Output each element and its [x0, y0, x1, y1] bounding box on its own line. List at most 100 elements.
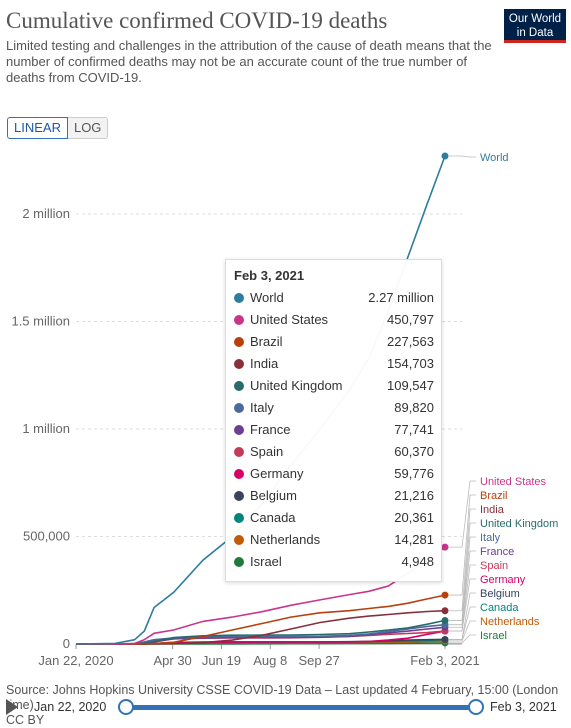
tooltip-dot-netherlands: [234, 535, 244, 545]
timeline-start-label: Jan 22, 2020: [34, 700, 107, 714]
tooltip-dot-india: [234, 359, 244, 369]
chart-subtitle: Limited testing and challenges in the at…: [6, 38, 492, 85]
tooltip-value-canada: 20,361: [394, 510, 434, 525]
scale-toggle: LINEAR LOG: [7, 117, 109, 139]
y-tick-label-0: 0: [63, 636, 70, 651]
series-end-dot-united-kingdom: [441, 616, 449, 624]
tooltip-row-india: India 154,703: [234, 354, 434, 374]
logo-line-1: Our World: [508, 13, 562, 25]
x-tick-label-1: Apr 30: [153, 653, 191, 668]
tooltip: Feb 3, 2021 World 2.27 million United Stat…: [225, 259, 442, 582]
linear-button[interactable]: LINEAR: [7, 117, 68, 139]
tooltip-dot-germany: [234, 469, 244, 479]
y-tick-label-4: 2 million: [22, 206, 70, 221]
tooltip-value-belgium: 21,216: [394, 488, 434, 503]
series-end-dot-belgium: [441, 635, 449, 643]
x-tick-label-5: Feb 3, 2021: [410, 653, 479, 668]
tooltip-value-spain: 60,370: [394, 444, 434, 459]
tooltip-name-netherlands: Netherlands: [250, 532, 321, 547]
series-label-connector-netherlands: [449, 620, 476, 642]
tooltip-row-canada: Canada 20,361: [234, 508, 434, 528]
y-tick-label-2: 1 million: [22, 421, 70, 436]
series-label-brazil: Brazil: [480, 490, 508, 502]
series-end-dot-brazil: [441, 591, 449, 599]
tooltip-value-united-kingdom: 109,547: [387, 378, 434, 393]
tooltip-name-united-states: United States: [250, 312, 329, 327]
tooltip-dot-italy: [234, 403, 244, 413]
series-label-israel: Israel: [480, 630, 507, 642]
series-label-connector-france: [449, 550, 476, 628]
series-label-belgium: Belgium: [480, 588, 520, 600]
tooltip-row-germany: Germany 59,776: [234, 464, 434, 484]
series-label-connector-israel: [449, 634, 476, 644]
series-label-netherlands: Netherlands: [480, 616, 540, 628]
logo-line-2: in Data: [516, 27, 554, 39]
owid-logo[interactable]: Our World in Data: [504, 9, 566, 43]
timeline-track[interactable]: [125, 705, 475, 710]
series-label-spain: Spain: [480, 560, 508, 572]
tooltip-dot-united-states: [234, 315, 244, 325]
series-label-india: India: [480, 504, 505, 516]
x-tick-label-4: Sep 27: [298, 653, 339, 668]
tooltip-dot-france: [234, 425, 244, 435]
tooltip-name-canada: Canada: [250, 510, 296, 525]
series-end-dot-united-states: [441, 543, 449, 551]
tooltip-value-world: 2.27 million: [368, 290, 434, 305]
x-tick-label-3: Aug 8: [253, 653, 287, 668]
tooltip-name-united-kingdom: United Kingdom: [250, 378, 343, 393]
tooltip-dot-canada: [234, 513, 244, 523]
series-label-connector-canada: [449, 606, 476, 641]
series-label-canada: Canada: [480, 602, 519, 614]
tooltip-value-netherlands: 14,281: [394, 532, 434, 547]
tooltip-row-brazil: Brazil 227,563: [234, 332, 434, 352]
tooltip-dot-brazil: [234, 337, 244, 347]
series-line-brazil: [76, 594, 446, 645]
timeline-start-handle[interactable]: [118, 699, 134, 715]
tooltip-name-france: France: [250, 422, 291, 437]
tooltip-row-spain: Spain 60,370: [234, 442, 434, 462]
log-button[interactable]: LOG: [67, 117, 109, 139]
tooltip-dot-israel: [234, 557, 244, 567]
license-text: CC BY: [6, 713, 45, 727]
tooltip-row-world: World 2.27 million: [234, 288, 434, 308]
tooltip-date: Feb 3, 2021: [234, 268, 305, 283]
tooltip-value-italy: 89,820: [394, 400, 434, 415]
tooltip-row-france: France 77,741: [234, 420, 434, 440]
series-label-italy: Italy: [480, 532, 501, 544]
tooltip-value-israel: 4,948: [401, 554, 434, 569]
tooltip-dot-united-kingdom: [234, 381, 244, 391]
tooltip-value-united-states: 450,797: [387, 312, 434, 327]
tooltip-value-germany: 59,776: [394, 466, 434, 481]
tooltip-name-belgium: Belgium: [250, 488, 297, 503]
x-tick-label-2: Jun 19: [202, 653, 241, 668]
tooltip-value-india: 154,703: [387, 356, 434, 371]
tooltip-name-brazil: Brazil: [250, 334, 283, 349]
y-tick-label-1: 500,000: [23, 529, 70, 544]
timeline-end-label: Feb 3, 2021: [490, 700, 557, 714]
tooltip-row-israel: Israel 4,948: [234, 552, 434, 572]
series-line-india: [76, 609, 446, 645]
tooltip-dot-spain: [234, 447, 244, 457]
series-end-dot-world: [441, 152, 449, 160]
series-label-united-kingdom: United Kingdom: [480, 518, 558, 530]
tooltip-dot-belgium: [234, 491, 244, 501]
series-label-france: France: [480, 546, 514, 558]
tooltip-name-italy: Italy: [250, 400, 274, 415]
play-icon[interactable]: [6, 699, 18, 715]
series-end-dot-india: [441, 607, 449, 615]
tooltip-name-india: India: [250, 356, 279, 371]
chart-title: Cumulative confirmed COVID-19 deaths: [6, 8, 388, 33]
timeline-end-handle[interactable]: [468, 699, 484, 715]
tooltip-dot-world: [234, 293, 244, 303]
tooltip-row-belgium: Belgium 21,216: [234, 486, 434, 506]
series-label-connector-united-states: [449, 480, 476, 548]
tooltip-name-world: World: [250, 290, 284, 305]
x-tick-label-0: Jan 22, 2020: [38, 653, 113, 668]
series-label-connector-italy: [449, 536, 476, 626]
tooltip-name-israel: Israel: [250, 554, 282, 569]
series-label-connector-world: [449, 155, 476, 158]
tooltip-row-netherlands: Netherlands 14,281: [234, 530, 434, 550]
y-tick-label-3: 1.5 million: [11, 314, 70, 329]
series-line-italy: [76, 623, 446, 645]
tooltip-row-united-kingdom: United Kingdom 109,547: [234, 376, 434, 396]
